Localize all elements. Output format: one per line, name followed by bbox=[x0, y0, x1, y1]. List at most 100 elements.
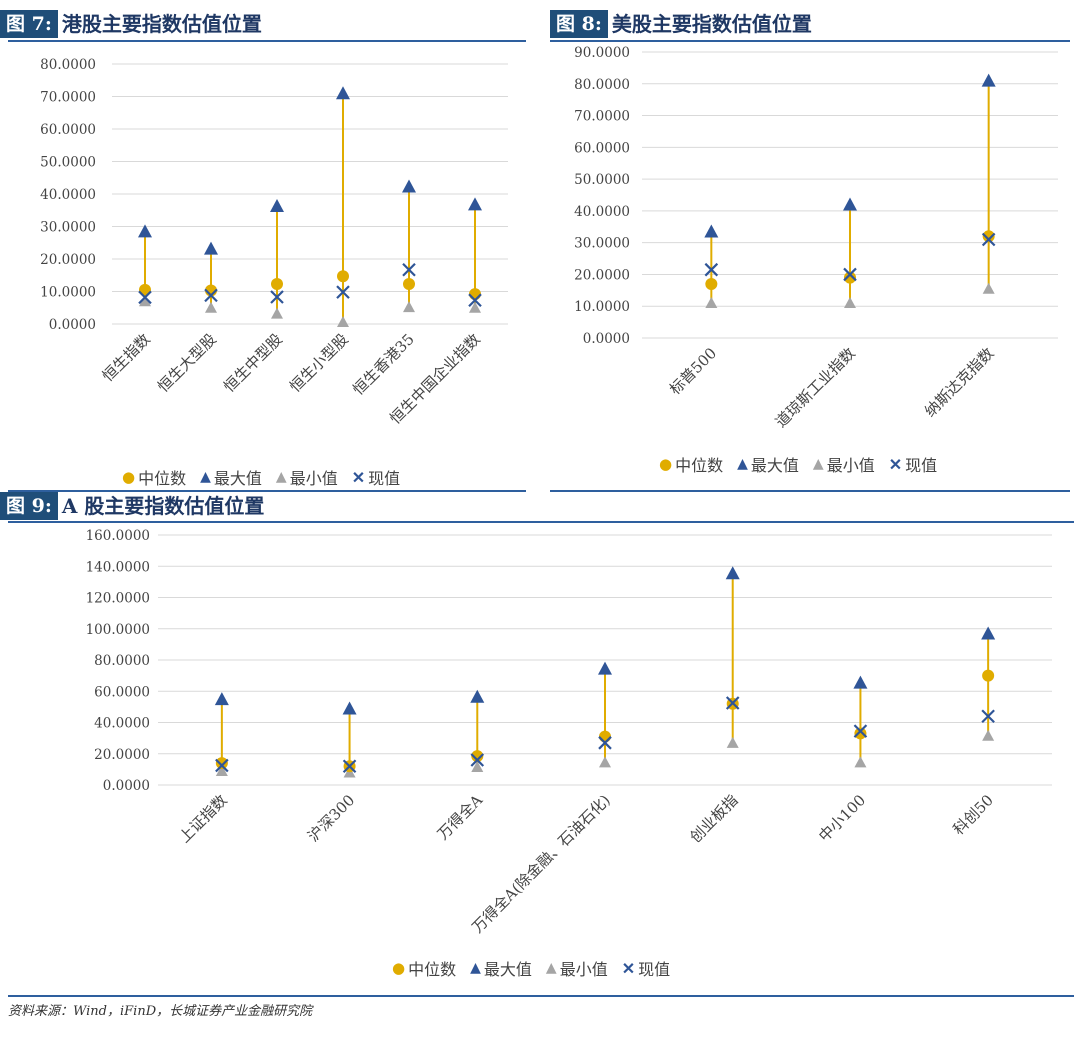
current-marker bbox=[981, 232, 996, 247]
legend-max-item: ▲ 最大值 bbox=[737, 456, 799, 475]
legend-max-item: ▲ 最大值 bbox=[200, 469, 262, 488]
min-marker bbox=[205, 301, 217, 313]
category-label: 恒生大型股 bbox=[154, 330, 220, 396]
median-dot-icon: ● bbox=[122, 468, 136, 486]
max-marker bbox=[981, 626, 996, 640]
min-marker bbox=[403, 301, 415, 313]
y-tick-label: 70.0000 bbox=[574, 109, 630, 125]
legend-median-item: ● 中位数 bbox=[392, 959, 457, 979]
category-label: 沪深300 bbox=[304, 791, 358, 845]
category-label: 创业板指 bbox=[686, 791, 741, 846]
legend-min-item: ▲ 最小值 bbox=[812, 456, 875, 475]
min-marker bbox=[337, 316, 349, 328]
min-triangle-icon: ▲ bbox=[275, 469, 287, 485]
y-tick-label: 120.0000 bbox=[86, 591, 150, 607]
current-marker bbox=[704, 262, 719, 277]
category-label: 恒生小型股 bbox=[286, 330, 352, 396]
min-marker bbox=[271, 307, 283, 319]
median-marker bbox=[215, 757, 228, 770]
category-label: 万得全A bbox=[434, 791, 486, 843]
figure-7-panel: 图 7: 港股主要指数估值位置 80.0000 70.0000 60.0000 50.… bbox=[0, 0, 528, 495]
figure-8-title: 美股主要指数估值位置 bbox=[611, 12, 812, 36]
min-marker bbox=[854, 756, 867, 768]
y-tick-label: 60.0000 bbox=[574, 140, 630, 156]
figure-7-chart: 80.0000 70.0000 60.0000 50.0000 40.0000 30.00… bbox=[40, 57, 508, 428]
y-tick-label: 100.0000 bbox=[86, 622, 150, 638]
max-triangle-icon: ▲ bbox=[200, 469, 211, 485]
y-tick-label: 50.0000 bbox=[574, 172, 630, 188]
legend-min-item: ▲ 最小值 bbox=[275, 469, 338, 488]
y-tick-label: 70.0000 bbox=[40, 90, 96, 106]
max-marker bbox=[470, 689, 485, 703]
max-marker bbox=[402, 179, 416, 193]
figure-7-title-bar: 图 7: 港股主要指数估值位置 bbox=[0, 10, 262, 38]
current-cross-icon: ✕ bbox=[351, 467, 366, 487]
median-marker bbox=[469, 288, 481, 301]
median-marker bbox=[599, 730, 611, 743]
max-marker bbox=[214, 692, 229, 706]
median-marker bbox=[403, 278, 415, 291]
legend-current-item: ✕ 现值 bbox=[351, 467, 401, 489]
legend-min-item: ▲ 最小值 bbox=[545, 960, 608, 979]
min-marker bbox=[139, 295, 151, 307]
figure-7-top-rule bbox=[8, 40, 526, 42]
median-marker bbox=[337, 270, 349, 283]
figure-8-label: 图 8: bbox=[550, 10, 608, 38]
source-note: 资料来源：Wind，iFinD，长城证券产业金融研究院 bbox=[8, 1004, 313, 1019]
figure-8-chart: 90.0000 80.0000 70.0000 60.0000 50.0000 40.00… bbox=[574, 45, 1058, 431]
median-marker bbox=[705, 277, 718, 290]
min-marker bbox=[982, 282, 995, 294]
y-tick-label: 20.0000 bbox=[574, 267, 630, 283]
max-marker bbox=[342, 701, 357, 715]
current-marker bbox=[402, 262, 416, 277]
current-marker bbox=[138, 290, 152, 305]
min-marker bbox=[705, 297, 718, 309]
figure-8-title-bar: 图 8: 美股主要指数估值位置 bbox=[550, 10, 812, 38]
min-marker bbox=[844, 297, 856, 309]
max-marker bbox=[704, 224, 719, 238]
y-tick-label: 40.0000 bbox=[94, 716, 150, 732]
max-triangle-icon: ▲ bbox=[470, 960, 481, 976]
current-marker bbox=[725, 696, 740, 710]
legend-current-item: ✕ 现值 bbox=[888, 454, 938, 476]
y-tick-label: 40.0000 bbox=[40, 187, 96, 203]
category-label: 纳斯达克指数 bbox=[921, 344, 997, 420]
min-triangle-icon: ▲ bbox=[545, 960, 557, 976]
category-label: 上证指数 bbox=[176, 791, 231, 846]
figure-8-panel: 图 8: 美股主要指数估值位置 90.0000 80.0000 70.0000 60.… bbox=[545, 0, 1075, 495]
figure-9-top-rule bbox=[8, 521, 1074, 523]
category-label: 道琼斯工业指数 bbox=[772, 344, 859, 431]
y-tick-label: 0.0000 bbox=[103, 778, 150, 794]
legend-median-item: ● 中位数 bbox=[122, 468, 187, 488]
min-triangle-icon: ▲ bbox=[812, 456, 824, 472]
median-marker bbox=[982, 669, 995, 682]
max-marker bbox=[138, 224, 152, 238]
min-marker bbox=[469, 301, 481, 313]
figure-7-title: 港股主要指数估值位置 bbox=[61, 12, 262, 36]
figure-9-title-bar: 图 9: A 股主要指数估值位置 bbox=[0, 492, 264, 520]
category-label: 万得全A(除金融、石油石化) bbox=[468, 791, 613, 936]
y-tick-label: 60.0000 bbox=[40, 122, 96, 138]
category-label: 恒生中型股 bbox=[220, 330, 286, 396]
current-marker bbox=[215, 758, 229, 773]
y-tick-label: 10.0000 bbox=[574, 299, 630, 315]
min-marker bbox=[599, 756, 611, 768]
min-marker bbox=[215, 764, 228, 776]
y-tick-label: 30.0000 bbox=[574, 236, 630, 252]
legend-current-item: ✕ 现值 bbox=[621, 958, 671, 980]
current-marker bbox=[468, 293, 482, 308]
y-tick-label: 20.0000 bbox=[40, 252, 96, 268]
category-label: 恒生指数 bbox=[99, 330, 154, 385]
median-marker bbox=[982, 230, 995, 243]
y-tick-label: 140.0000 bbox=[86, 559, 150, 575]
y-tick-label: 80.0000 bbox=[40, 57, 96, 73]
figure-7-bottom-rule bbox=[8, 490, 526, 492]
current-marker bbox=[598, 736, 612, 750]
category-label: 标普500 bbox=[666, 344, 720, 398]
legend-max-item: ▲ 最大值 bbox=[470, 960, 532, 979]
y-tick-label: 80.0000 bbox=[94, 653, 150, 669]
median-marker bbox=[854, 727, 867, 740]
y-tick-label: 0.0000 bbox=[583, 331, 630, 347]
figure-8-legend: ● 中位数 ▲ 最大值 ▲ 最小值 ✕ 现值 bbox=[659, 452, 937, 476]
current-marker bbox=[270, 290, 284, 304]
